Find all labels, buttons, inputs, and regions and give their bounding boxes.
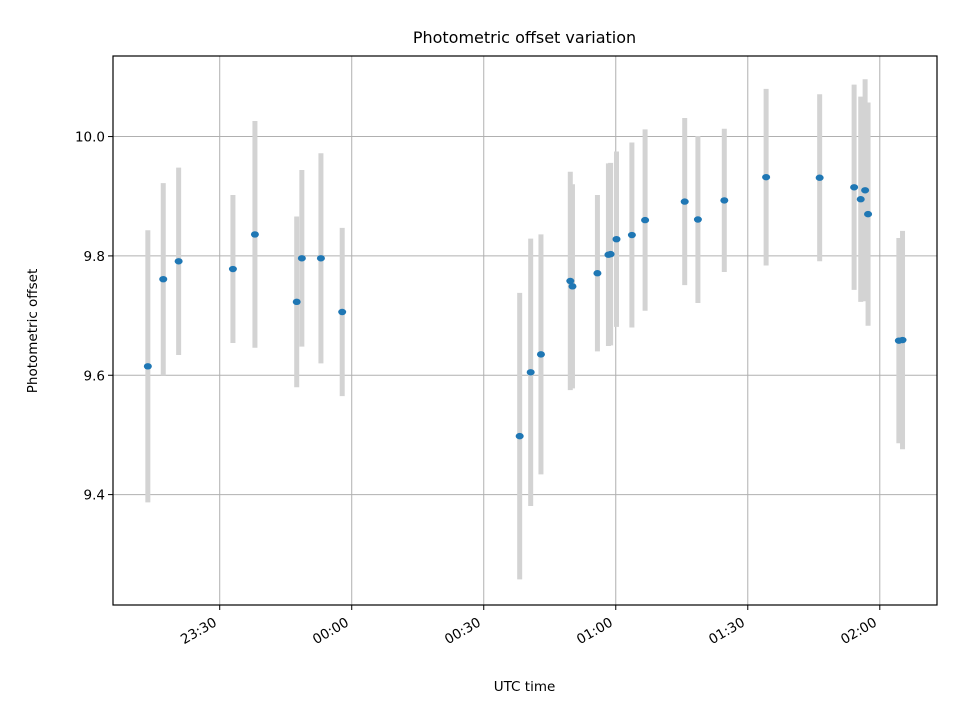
data-point bbox=[228, 265, 237, 273]
data-point bbox=[850, 184, 859, 191]
data-point bbox=[641, 216, 650, 224]
data-point bbox=[526, 369, 535, 376]
grid-lines bbox=[113, 56, 937, 605]
data-point bbox=[856, 196, 865, 203]
y-tick-label: 9.8 bbox=[84, 249, 105, 265]
data-point bbox=[898, 336, 907, 344]
data-point bbox=[250, 231, 259, 238]
chart-title: Photometric offset variation bbox=[413, 28, 636, 47]
data-point bbox=[864, 210, 873, 218]
y-tick-label: 10.0 bbox=[75, 130, 105, 146]
y-axis-ticks: 9.4 9.6 9.8 10.0 bbox=[75, 130, 113, 504]
data-point bbox=[536, 351, 545, 358]
data-point bbox=[606, 250, 615, 258]
data-point bbox=[292, 298, 301, 306]
data-point bbox=[143, 363, 152, 370]
data-point bbox=[612, 235, 621, 243]
data-point bbox=[593, 270, 602, 277]
data-point bbox=[568, 283, 577, 290]
data-point bbox=[815, 174, 824, 181]
data-point bbox=[174, 258, 183, 265]
data-points bbox=[143, 173, 907, 440]
data-point bbox=[680, 198, 689, 205]
data-point bbox=[720, 197, 729, 204]
data-point bbox=[566, 277, 575, 285]
data-point bbox=[316, 255, 325, 262]
data-point bbox=[297, 255, 306, 262]
x-axis-label: UTC time bbox=[494, 679, 556, 695]
data-point bbox=[515, 432, 524, 440]
plot-frame bbox=[112, 55, 938, 606]
data-point bbox=[338, 308, 347, 316]
data-point bbox=[693, 216, 702, 223]
data-point bbox=[159, 275, 168, 283]
y-tick-label: 9.4 bbox=[84, 488, 105, 504]
data-point bbox=[762, 173, 771, 181]
y-axis-label: Photometric offset bbox=[25, 269, 41, 393]
y-tick-label: 9.6 bbox=[84, 368, 105, 384]
data-point bbox=[627, 231, 636, 239]
data-point bbox=[861, 187, 870, 194]
